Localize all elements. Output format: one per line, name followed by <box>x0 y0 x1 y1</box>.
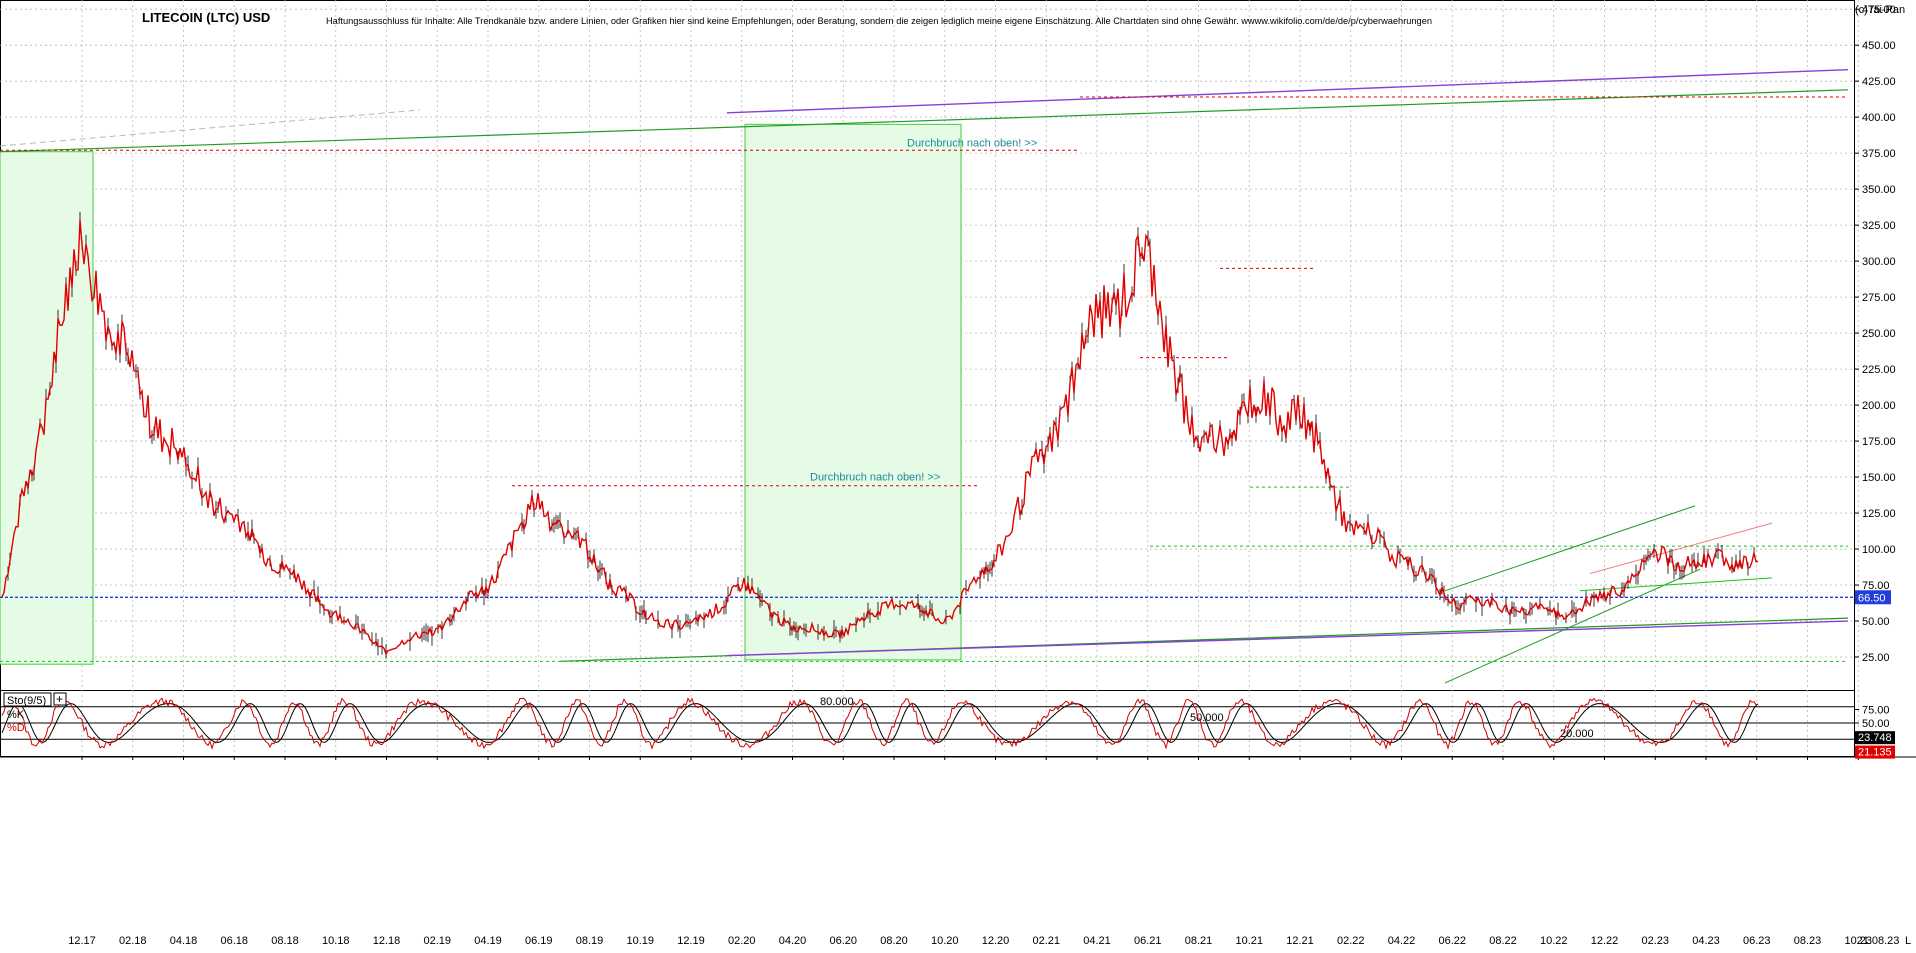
y-tick-label: 275.00 <box>1862 292 1896 304</box>
y-tick-label: 325.00 <box>1862 220 1896 232</box>
stoch-title-box <box>3 692 52 707</box>
stoch-title: Sto(9/5) <box>7 695 46 707</box>
x-tick-label: 06.22 <box>1438 935 1466 947</box>
stoch-d-line <box>1 703 1759 743</box>
x-tick-label: 06.18 <box>220 935 248 947</box>
dashed-projection-line <box>0 109 421 147</box>
x-tick-label: 04.21 <box>1083 935 1111 947</box>
x-tick-label: 08.23 <box>1794 935 1822 947</box>
x-tick-label: 08.18 <box>271 935 299 947</box>
stoch-k-value: 23.748 <box>1858 732 1892 744</box>
x-tick-label: 04.22 <box>1388 935 1416 947</box>
scale-suffix-label: L <box>1905 935 1911 947</box>
x-tick-label: 12.17 <box>68 935 96 947</box>
y-tick-label: 375.00 <box>1862 148 1896 160</box>
x-tick-label: 06.23 <box>1743 935 1771 947</box>
rising-channel-upper <box>1444 505 1696 592</box>
breakout-annotation: Durchbruch nach oben! >> <box>907 137 1037 149</box>
x-tick-label: 02.22 <box>1337 935 1365 947</box>
stoch-d-label: %D <box>7 722 25 734</box>
x-tick-label: 12.22 <box>1591 935 1619 947</box>
y-tick-label: 225.00 <box>1862 364 1896 376</box>
x-tick-label: 06.19 <box>525 935 553 947</box>
highlight-box-2020 <box>744 123 962 661</box>
rising-channel-lower <box>1444 568 1701 684</box>
current-price-label: 66.50 <box>1858 592 1886 604</box>
x-tick-label: 10.23 <box>1844 935 1872 947</box>
purple-upper-channel-line <box>726 68 1849 114</box>
x-tick-label: 12.21 <box>1286 935 1314 947</box>
x-tick-label: 02.21 <box>1032 935 1060 947</box>
x-tick-label: 12.20 <box>982 935 1010 947</box>
chart-title: LITECOIN (LTC) USD <box>142 10 270 25</box>
x-tick-label: 02.23 <box>1641 935 1669 947</box>
stoch-add-plus: + <box>56 692 63 706</box>
x-tick-label: 08.22 <box>1489 935 1517 947</box>
y-tick-label: 250.00 <box>1862 328 1896 340</box>
x-tick-label: 10.18 <box>322 935 350 947</box>
x-tick-label: 08.21 <box>1185 935 1213 947</box>
breakout-annotation: Durchbruch nach oben! >> <box>810 471 940 483</box>
stoch-k-label: %K <box>7 709 25 721</box>
x-tick-label: 04.18 <box>170 935 198 947</box>
y-tick-label: 400.00 <box>1862 112 1896 124</box>
y-tick-label: 475.00 <box>1862 4 1896 16</box>
stoch-k-line <box>1 696 1759 751</box>
x-tick-label: 04.23 <box>1692 935 1720 947</box>
x-tick-label: 04.20 <box>779 935 807 947</box>
y-tick-label: 350.00 <box>1862 184 1896 196</box>
y-tick-label: 300.00 <box>1862 256 1896 268</box>
x-tick-label: 08.20 <box>880 935 908 947</box>
y-tick-label: 125.00 <box>1862 508 1896 520</box>
x-tick-label: 10.20 <box>931 935 959 947</box>
stoch-ref-50: 50.000 <box>1190 712 1224 724</box>
y-tick-label: 450.00 <box>1862 40 1896 52</box>
stoch-d-value: 21.135 <box>1858 747 1892 759</box>
stoch-y-tick-label: 75.00 <box>1862 705 1890 717</box>
x-tick-label: 12.19 <box>677 935 705 947</box>
long-term-resistance-line <box>0 89 1849 153</box>
y-tick-label: 100.00 <box>1862 544 1896 556</box>
y-tick-label: 75.00 <box>1862 580 1890 592</box>
x-tick-label: 02.20 <box>728 935 756 947</box>
current-price-badge <box>1855 590 1891 605</box>
x-tick-label: 08.19 <box>576 935 604 947</box>
y-tick-label: 175.00 <box>1862 436 1896 448</box>
x-tick-label: 02.18 <box>119 935 147 947</box>
x-tick-label: 10.21 <box>1235 935 1263 947</box>
x-tick-label: 04.19 <box>474 935 502 947</box>
x-tick-label: 06.20 <box>829 935 857 947</box>
y-tick-label: 50.00 <box>1862 616 1890 628</box>
x-tick-label: 06.21 <box>1134 935 1162 947</box>
x-tick-label: 10.19 <box>626 935 654 947</box>
stoch-ref-80: 80.000 <box>820 696 854 708</box>
highlight-box-2017 <box>0 151 94 665</box>
stoch-k-badge <box>1855 731 1895 745</box>
purple-lower-channel-line <box>726 620 1849 657</box>
stoch-ref-20: 20.000 <box>1560 728 1594 740</box>
disclaimer-text: Haftungsausschluss für Inhalte: Alle Tre… <box>326 16 1432 26</box>
stoch-add-icon <box>53 692 67 706</box>
price-line <box>1 219 1759 656</box>
x-tick-label: 12.18 <box>373 935 401 947</box>
stoch-d-badge <box>1855 745 1895 759</box>
stoch-y-tick-label: 50.00 <box>1862 718 1890 730</box>
x-tick-label: 10.22 <box>1540 935 1568 947</box>
y-tick-label: 425.00 <box>1862 76 1896 88</box>
y-tick-label: 200.00 <box>1862 400 1896 412</box>
copyright-label: (c)Tai-Pan <box>1855 4 1905 16</box>
x-tick-label: 21.08.23 <box>1857 935 1900 947</box>
pink-trend-line <box>1589 522 1773 574</box>
y-tick-label: 150.00 <box>1862 472 1896 484</box>
y-tick-label: 25.00 <box>1862 652 1890 664</box>
x-tick-label: 02.19 <box>423 935 451 947</box>
